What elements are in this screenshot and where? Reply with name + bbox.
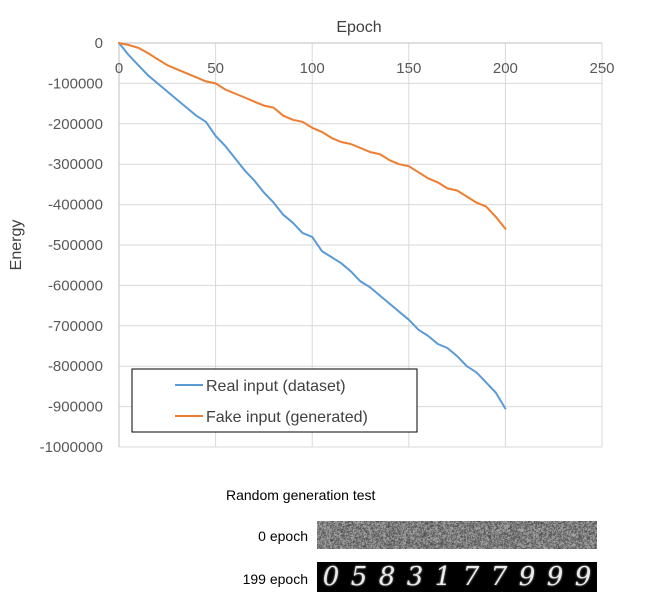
series-lines (118, 42, 507, 410)
noise-sample-image (317, 521, 597, 549)
y-tick-label: -300000 (48, 156, 103, 173)
x-tick-label: 200 (493, 60, 518, 77)
energy-chart: 0 -100000 -200000 -300000 -400000 -500000 -600… (8, 19, 615, 456)
legend-label-real: Real input (dataset) (206, 378, 346, 395)
y-tick-label: -500000 (48, 237, 103, 254)
y-tick-label: -800000 (48, 358, 103, 375)
x-tick-label: 250 (589, 60, 614, 77)
generated-digit: 5 (350, 562, 368, 592)
generated-digit: 8 (378, 562, 396, 592)
series-line-real (118, 42, 507, 410)
generated-digit: 9 (574, 562, 592, 592)
generated-digit: 0 (322, 562, 340, 592)
y-tick-label: -900000 (48, 399, 103, 416)
x-tick-labels: 0 50 100 150 200 250 (115, 60, 615, 77)
y-axis-title: Energy (8, 220, 25, 271)
generation-title: Random generation test (226, 487, 376, 503)
legend: Real input (dataset) Fake input (generat… (131, 368, 418, 433)
legend-box (131, 368, 418, 433)
y-tick-label: -600000 (48, 277, 103, 294)
y-tick-labels: 0 -100000 -200000 -300000 -400000 -500000 -600… (40, 35, 103, 456)
generation-row-1-label: 199 epoch (242, 571, 308, 587)
y-tick-label: 0 (95, 35, 103, 52)
generated-digit: 7 (490, 562, 508, 592)
x-tick-label: 0 (115, 60, 123, 77)
legend-label-fake: Fake input (generated) (206, 409, 368, 426)
x-tick-label: 50 (207, 60, 224, 77)
y-tick-label: -700000 (48, 318, 103, 335)
generated-digit: 3 (406, 562, 424, 592)
y-tick-label: -400000 (48, 197, 103, 214)
y-tick-label: -100000 (48, 75, 103, 92)
y-tick-label: -200000 (48, 116, 103, 133)
generation-row-0-label: 0 epoch (258, 528, 308, 544)
x-tick-label: 100 (300, 60, 325, 77)
generated-digit: 7 (462, 562, 480, 592)
x-axis-title: Epoch (336, 19, 381, 36)
y-tick-label: -1000000 (40, 439, 103, 456)
generated-digit: 9 (518, 562, 536, 592)
generated-digit: 1 (434, 562, 452, 592)
generated-digit: 9 (546, 562, 564, 592)
x-tick-label: 150 (396, 60, 421, 77)
series-line-fake (118, 42, 507, 230)
